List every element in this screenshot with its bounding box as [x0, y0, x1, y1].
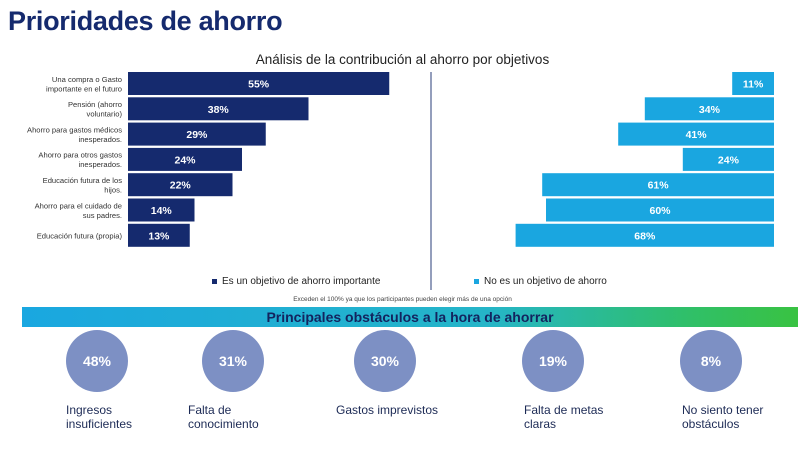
bar-important-label: 55%	[248, 79, 270, 91]
bar-not-important	[542, 173, 774, 197]
bar-important-label: 24%	[174, 154, 196, 166]
footnote: Exceden el 100% ya que los participantes…	[293, 296, 512, 303]
bar-important	[128, 72, 390, 95]
category-label: Pensión (ahorro	[68, 100, 122, 109]
obstacle-circle: 30%	[354, 330, 416, 392]
chart-title: Análisis de la contribución al ahorro po…	[255, 52, 550, 67]
bar-important	[128, 97, 309, 121]
category-label: importante en el futuro	[46, 84, 122, 93]
obstacle-label: Falta de metas claras	[524, 403, 604, 431]
obstacle-item: 30% Gastos imprevistos	[336, 330, 484, 417]
obstacles-banner: Principales obstáculos a la hora de ahor…	[22, 307, 798, 327]
bar-not-important	[546, 198, 774, 222]
category-label: Una compra o Gasto	[52, 75, 122, 84]
bar-important-label: 38%	[208, 104, 230, 116]
bar-not-important-label: 34%	[699, 104, 721, 116]
obstacle-label: No siento tener obstáculos	[682, 403, 764, 431]
obstacle-label: Falta de conocimiento	[188, 403, 259, 431]
bar-not-important	[644, 97, 774, 121]
bar-not-important-label: 24%	[718, 154, 740, 166]
category-label: Educación futura de los	[43, 176, 123, 185]
obstacles-banner-title: Principales obstáculos a la hora de ahor…	[266, 309, 554, 325]
bar-not-important	[732, 72, 774, 95]
obstacle-item: 8% No siento tener obstáculos	[680, 330, 805, 431]
legend-important-label: Es un objetivo de ahorro importante	[222, 276, 381, 287]
bar-important	[128, 173, 233, 197]
legend-important-swatch	[212, 279, 217, 284]
bar-important-label: 29%	[186, 129, 208, 141]
category-label: inesperados.	[79, 160, 122, 169]
page-title: Prioridades de ahorro	[8, 6, 283, 36]
obstacle-label: Gastos imprevistos	[336, 403, 439, 417]
bar-not-important-label: 41%	[686, 129, 708, 141]
legend-not-important-label: No es un objetivo de ahorro	[484, 276, 607, 287]
obstacle-circle: 31%	[202, 330, 264, 392]
bar-not-important-label: 60%	[649, 205, 671, 217]
category-label: Ahorro para gastos médicos	[27, 125, 122, 134]
bar-not-important-label: 61%	[648, 180, 670, 192]
obstacle-item: 19% Falta de metas claras	[522, 330, 652, 431]
bar-not-important	[618, 122, 774, 146]
obstacle-item: 31% Falta de conocimiento	[188, 330, 332, 431]
bar-important	[128, 122, 266, 146]
bar-not-important	[682, 147, 774, 171]
category-label: Ahorro para otros gastos	[38, 151, 122, 160]
bar-important-label: 14%	[151, 205, 173, 217]
category-label: inesperados.	[79, 135, 122, 144]
obstacle-circle: 19%	[522, 330, 584, 392]
category-label: Ahorro para el cuidado de	[35, 201, 122, 210]
bar-important	[128, 147, 242, 171]
obstacle-item: 48% Ingresos insuficientes	[66, 330, 196, 431]
bar-important-label: 22%	[170, 180, 192, 192]
bar-important	[128, 223, 190, 247]
legend-not-important-swatch	[474, 279, 479, 284]
obstacle-circle: 8%	[680, 330, 742, 392]
category-label: sus padres.	[83, 211, 122, 220]
bar-not-important-label: 68%	[634, 230, 656, 242]
bar-important-label: 13%	[148, 230, 170, 242]
bar-not-important	[515, 223, 774, 247]
category-label: hijos.	[104, 185, 122, 194]
legend-not-important: No es un objetivo de ahorro	[474, 276, 607, 287]
obstacle-circle: 48%	[66, 330, 128, 392]
category-label: voluntario)	[87, 110, 123, 119]
obstacle-label: Ingresos insuficientes	[66, 403, 133, 431]
bar-important	[128, 198, 195, 222]
legend-important: Es un objetivo de ahorro importante	[212, 276, 380, 287]
category-label: Educación futura (propia)	[37, 231, 123, 240]
bar-not-important-label: 11%	[743, 79, 764, 91]
